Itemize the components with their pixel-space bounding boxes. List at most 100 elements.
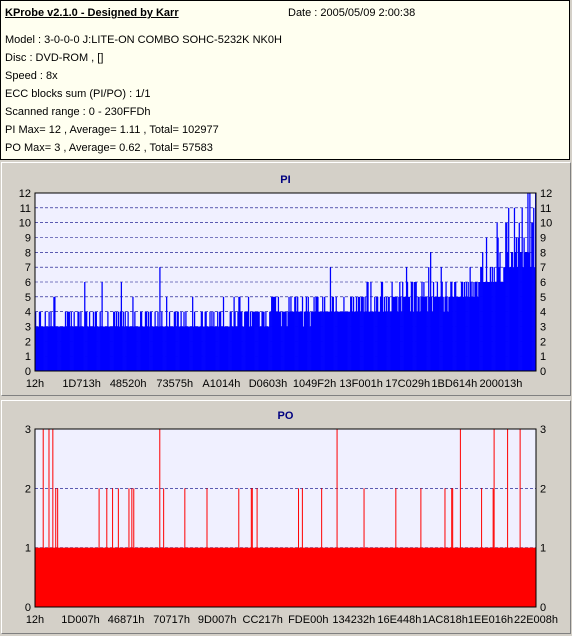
bar	[212, 326, 214, 371]
bar	[505, 222, 507, 371]
bar	[450, 282, 452, 371]
bar	[298, 311, 300, 371]
x-tick-label: 1BD614h	[431, 378, 477, 390]
bar	[219, 311, 222, 371]
bar	[373, 311, 375, 371]
bar	[265, 311, 267, 371]
bar	[408, 296, 411, 371]
bar	[440, 267, 442, 371]
bar	[303, 311, 306, 371]
bar	[113, 311, 115, 371]
y-tick-label-right: 2	[540, 336, 546, 348]
pi-summary-line: PI Max= 12 , Average= 1.11 , Total= 1029…	[5, 124, 219, 136]
bar	[54, 296, 56, 371]
bar	[71, 326, 73, 371]
bar	[59, 326, 61, 371]
bar	[97, 326, 99, 371]
bar	[420, 296, 422, 371]
bar	[330, 311, 333, 371]
bar	[282, 311, 284, 371]
bar	[527, 193, 529, 371]
x-tick-label: 1AC818h	[422, 614, 468, 626]
bar	[248, 326, 251, 371]
bar	[249, 311, 252, 371]
bar	[409, 311, 412, 371]
bar	[402, 282, 404, 371]
bar	[514, 252, 517, 371]
bar	[100, 326, 102, 371]
bar	[346, 311, 348, 371]
bar	[102, 326, 104, 371]
bar	[210, 326, 212, 371]
bar	[135, 326, 137, 371]
y-tick-label-left: 0	[25, 602, 31, 614]
bar	[474, 282, 476, 371]
bar	[153, 326, 155, 371]
bar	[345, 311, 347, 371]
y-tick-label-left: 12	[19, 188, 31, 200]
bar	[274, 296, 277, 371]
bar	[260, 326, 262, 371]
bar	[183, 311, 185, 371]
bar	[124, 311, 126, 371]
po-summary-line: PO Max= 3 , Average= 0.62 , Total= 57583	[5, 142, 213, 154]
bar	[394, 296, 396, 371]
y-tick-label-left: 4	[25, 307, 31, 319]
bar	[298, 311, 301, 371]
y-tick-label-right: 1	[540, 543, 546, 555]
y-tick-label-right: 10	[540, 218, 552, 230]
bar	[437, 296, 439, 371]
bar	[138, 326, 140, 371]
bar	[84, 282, 86, 371]
bar	[415, 282, 417, 371]
bar	[168, 311, 171, 371]
bar	[405, 267, 408, 371]
y-tick-label-right: 5	[540, 292, 546, 304]
bar	[352, 296, 355, 371]
bar	[320, 311, 322, 371]
bar	[185, 311, 187, 371]
bar	[396, 296, 398, 371]
bar	[496, 222, 498, 371]
bar	[35, 311, 37, 371]
bar	[130, 326, 132, 371]
bar	[174, 311, 176, 371]
bar	[335, 296, 337, 371]
bar	[512, 267, 515, 371]
bar	[382, 311, 385, 371]
bar	[390, 311, 392, 371]
bar	[48, 429, 50, 607]
bar	[245, 311, 248, 371]
bar	[468, 296, 470, 371]
bar	[295, 296, 297, 371]
bar	[401, 311, 403, 371]
bar	[392, 296, 394, 371]
bar	[175, 326, 177, 371]
bar	[365, 311, 367, 371]
bar	[495, 282, 497, 371]
bar	[510, 252, 513, 371]
bar	[224, 326, 227, 371]
bar	[348, 311, 350, 371]
bar	[359, 311, 361, 371]
bar	[369, 311, 371, 371]
bar	[49, 326, 51, 371]
bar	[56, 326, 58, 371]
bar	[193, 326, 195, 371]
bar	[386, 311, 388, 371]
bar	[403, 296, 405, 371]
bar	[161, 311, 163, 371]
bar	[258, 311, 260, 371]
bar	[525, 252, 527, 371]
bar	[507, 252, 509, 371]
bar	[157, 311, 159, 371]
bar	[431, 311, 434, 371]
bar	[533, 207, 535, 371]
bar	[136, 326, 138, 371]
bar	[419, 311, 421, 371]
bar	[294, 296, 296, 371]
bar	[497, 237, 499, 371]
bar	[377, 311, 380, 371]
y-tick-label-left: 0	[25, 366, 31, 378]
